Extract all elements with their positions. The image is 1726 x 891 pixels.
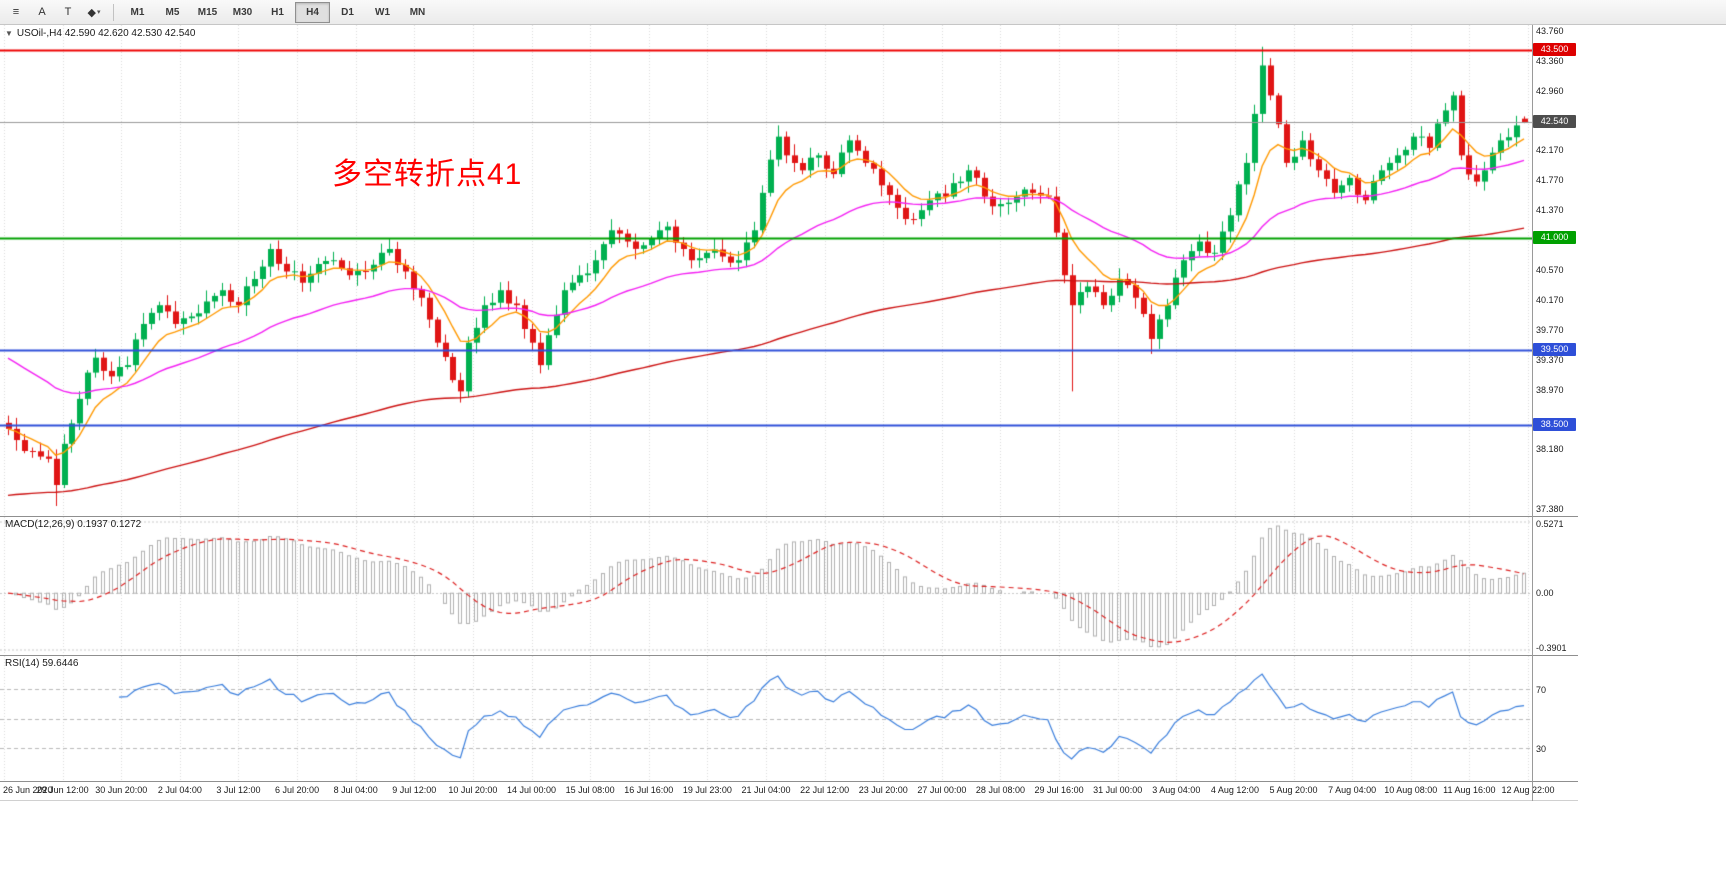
time-label: 22 Jul 12:00 bbox=[800, 785, 850, 795]
price-tick: 39.370 bbox=[1536, 354, 1564, 365]
macd-axis-zero: 0.00 bbox=[1536, 588, 1554, 599]
price-tick: 41.370 bbox=[1536, 205, 1564, 216]
price-chart-canvas[interactable] bbox=[0, 25, 1532, 516]
time-label: 6 Jul 20:00 bbox=[275, 785, 320, 795]
dropdown-caret-icon: ▾ bbox=[96, 9, 101, 16]
timeframe-button-H1[interactable]: H1 bbox=[271, 6, 284, 18]
time-label: 10 Aug 08:00 bbox=[1384, 785, 1438, 795]
time-label: 9 Jul 12:00 bbox=[392, 785, 437, 795]
price-tick: 37.380 bbox=[1536, 504, 1564, 514]
timeframe-button-M15[interactable]: M15 bbox=[197, 6, 218, 18]
time-label: 30 Jun 20:00 bbox=[95, 785, 148, 795]
rsi-level-label: 30 bbox=[1536, 743, 1547, 754]
macd-label: MACD(12,26,9) 0.1937 0.1272 bbox=[5, 519, 142, 530]
toolbar: ≡ A T ◆ ▾ M1 M5 M15 M30 H1 H4 D1 W1 MN bbox=[0, 0, 1726, 25]
macd-axis[interactable]: 0.5271 0.00 -0.3901 bbox=[1533, 517, 1578, 655]
price-tick: 43.760 bbox=[1536, 26, 1564, 36]
rsi-label: RSI(14) 59.6446 bbox=[5, 658, 79, 669]
price-tick: 40.570 bbox=[1536, 265, 1564, 275]
time-label: 26 Jun 2020 bbox=[3, 785, 53, 795]
price-tick: 42.170 bbox=[1536, 145, 1564, 156]
timeframe-group: M1 M5 M15 M30 H1 H4 D1 W1 MN bbox=[120, 0, 435, 24]
objects-list-icon[interactable]: ≡ bbox=[12, 6, 20, 18]
text-label-tool-icon[interactable]: T bbox=[64, 6, 72, 18]
rsi-axis[interactable]: 70 30 bbox=[1533, 656, 1578, 781]
price-badge: 39.500 bbox=[1533, 343, 1576, 357]
time-label: 4 Aug 12:00 bbox=[1210, 785, 1259, 795]
time-label: 28 Jul 08:00 bbox=[975, 785, 1025, 795]
time-label: 16 Jul 16:00 bbox=[624, 785, 674, 795]
price-tick: 40.170 bbox=[1536, 294, 1564, 305]
time-label: 21 Jul 04:00 bbox=[741, 785, 791, 795]
chart-title: ▼ USOil-,H4 42.590 42.620 42.530 42.540 bbox=[5, 28, 195, 39]
chart-annotation-text[interactable]: 多空转折点41 bbox=[332, 158, 523, 191]
timeframe-button-M30[interactable]: M30 bbox=[232, 6, 253, 18]
time-label: 5 Aug 20:00 bbox=[1269, 785, 1318, 795]
price-badge: 43.500 bbox=[1533, 43, 1576, 57]
time-label: 27 Jul 00:00 bbox=[917, 785, 967, 795]
time-label: 15 Jul 08:00 bbox=[565, 785, 615, 795]
rsi-panel[interactable]: RSI(14) 59.6446 70 30 bbox=[0, 655, 1578, 781]
macd-axis-max: 0.5271 bbox=[1536, 519, 1564, 529]
time-label: 11 Aug 16:00 bbox=[1443, 785, 1496, 795]
timeframe-button-M1[interactable]: M1 bbox=[130, 6, 145, 18]
rsi-level-label: 70 bbox=[1536, 684, 1547, 695]
price-tick: 39.770 bbox=[1536, 324, 1564, 335]
price-chart-panel: ▼ USOil-,H4 42.590 42.620 42.530 42.540 … bbox=[0, 25, 1578, 516]
time-label: 10 Jul 20:00 bbox=[448, 785, 498, 795]
timeframe-button-M5[interactable]: M5 bbox=[165, 6, 180, 18]
price-tick: 42.960 bbox=[1536, 85, 1564, 96]
price-axis[interactable]: 43.760 43.360 42.960 42.170 41.770 41.370 40.5… bbox=[1533, 25, 1578, 516]
time-label: 31 Jul 00:00 bbox=[1093, 785, 1143, 795]
timeframe-button-H4[interactable]: H4 bbox=[295, 1, 330, 23]
macd-panel[interactable]: MACD(12,26,9) 0.1937 0.1272 0.5271 0.00 … bbox=[0, 516, 1578, 655]
price-badge: 42.540 bbox=[1533, 115, 1576, 129]
rsi-canvas[interactable] bbox=[0, 656, 1532, 781]
text-tool-icon[interactable]: A bbox=[38, 6, 46, 18]
time-label: 19 Jul 23:00 bbox=[682, 785, 732, 795]
time-label: 2 Jul 04:00 bbox=[157, 785, 202, 795]
timeframe-button-D1[interactable]: D1 bbox=[341, 6, 354, 18]
chart-title-text: USOil-,H4 42.590 42.620 42.530 42.540 bbox=[16, 28, 196, 39]
time-label: 12 Aug 22:00 bbox=[1501, 785, 1555, 795]
time-label: 29 Jul 16:00 bbox=[1034, 785, 1084, 795]
price-tick: 38.180 bbox=[1536, 444, 1564, 455]
collapse-chart-icon[interactable]: ▼ bbox=[5, 29, 13, 38]
toolbar-separator bbox=[113, 3, 114, 21]
time-label: 8 Jul 04:00 bbox=[333, 785, 378, 795]
time-label: 29 Jun 12:00 bbox=[36, 785, 89, 795]
macd-axis-min: -0.3901 bbox=[1536, 643, 1567, 653]
macd-canvas[interactable] bbox=[0, 517, 1532, 655]
price-badge: 38.500 bbox=[1533, 418, 1576, 432]
price-tick: 38.970 bbox=[1536, 384, 1564, 395]
drawing-tools-group: ≡ A T ◆ ▾ bbox=[3, 0, 107, 24]
time-label: 14 Jul 00:00 bbox=[507, 785, 557, 795]
time-label: 3 Aug 04:00 bbox=[1152, 785, 1201, 795]
timeframe-button-W1[interactable]: W1 bbox=[375, 6, 390, 18]
price-axis-divider bbox=[1532, 25, 1533, 801]
time-label: 23 Jul 20:00 bbox=[858, 785, 908, 795]
chart-window: ▼ USOil-,H4 42.590 42.620 42.530 42.540 … bbox=[0, 25, 1578, 801]
time-axis[interactable]: 26 Jun 2020 29 Jun 12:00 30 Jun 20:00 2 Jul… bbox=[0, 781, 1578, 801]
time-label: 3 Jul 12:00 bbox=[216, 785, 261, 795]
timeframe-button-MN[interactable]: MN bbox=[409, 6, 426, 18]
shapes-tool-icon[interactable]: ◆ ▾ bbox=[87, 6, 101, 19]
time-label: 7 Aug 04:00 bbox=[1328, 785, 1377, 795]
price-tick: 43.360 bbox=[1536, 55, 1564, 66]
price-tick: 41.770 bbox=[1536, 175, 1564, 186]
price-badge: 41.000 bbox=[1533, 230, 1576, 244]
